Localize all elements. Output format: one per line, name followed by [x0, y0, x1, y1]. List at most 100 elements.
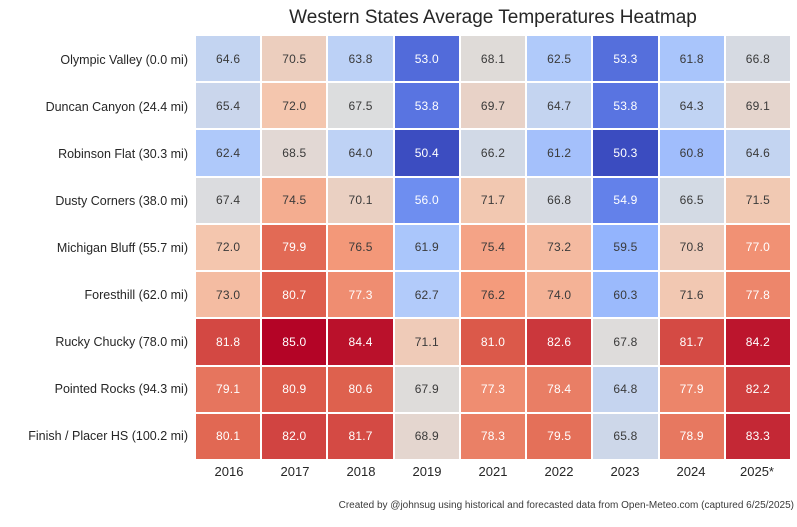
- heatmap-cell: 82.0: [262, 413, 327, 459]
- heatmap-cell: 78.4: [527, 366, 592, 412]
- heatmap-cell: 65.8: [593, 413, 658, 459]
- heatmap-cell: 74.5: [262, 177, 327, 223]
- heatmap-cell: 53.8: [394, 83, 459, 129]
- heatmap-cell: 64.7: [527, 83, 592, 129]
- heatmap-cell: 71.1: [394, 319, 459, 365]
- heatmap-cell: 77.9: [659, 366, 724, 412]
- heatmap-cell: 84.2: [725, 319, 790, 365]
- heatmap-cell: 80.7: [262, 272, 327, 318]
- heatmap-cell: 85.0: [262, 319, 327, 365]
- heatmap-cell: 73.0: [196, 272, 261, 318]
- heatmap-cell: 61.2: [527, 130, 592, 176]
- heatmap-cell: 50.3: [593, 130, 658, 176]
- heatmap-cell: 77.3: [460, 366, 526, 412]
- col-label: 2016: [214, 463, 244, 479]
- heatmap-cell: 71.7: [460, 177, 526, 223]
- heatmap-cell: 79.1: [196, 366, 261, 412]
- heatmap-cell: 50.4: [394, 130, 459, 176]
- heatmap-cell: 67.9: [394, 366, 459, 412]
- col-label: 2019: [412, 463, 442, 479]
- heatmap-cell: 61.9: [394, 224, 459, 271]
- heatmap-cell: 66.8: [527, 177, 592, 223]
- footer-credit: Created by @johnsug using historical and…: [338, 500, 794, 511]
- col-label: 2017: [280, 463, 310, 479]
- row-label: Pointed Rocks (94.3 mi): [54, 381, 188, 396]
- heatmap-cell: 64.0: [328, 130, 393, 176]
- heatmap-cell: 64.8: [593, 366, 658, 412]
- heatmap-cell: 69.7: [460, 83, 526, 129]
- heatmap-cell: 60.3: [593, 272, 658, 318]
- row-label: Robinson Flat (30.3 mi): [58, 146, 188, 161]
- heatmap-cell: 81.7: [659, 319, 724, 365]
- heatmap-cell: 70.1: [328, 177, 393, 223]
- heatmap-cell: 84.4: [328, 319, 393, 365]
- heatmap-cell: 67.5: [328, 83, 393, 129]
- chart-title: Western States Average Temperatures Heat…: [289, 7, 697, 28]
- heatmap-cell: 67.8: [593, 319, 658, 365]
- heatmap-cell: 74.0: [527, 272, 592, 318]
- heatmap-cell: 77.3: [328, 272, 393, 318]
- row-label: Olympic Valley (0.0 mi): [60, 52, 188, 67]
- heatmap-cell: 78.3: [460, 413, 526, 459]
- col-label: 2023: [610, 463, 640, 479]
- heatmap-cell: 79.5: [527, 413, 592, 459]
- heatmap-cell: 66.2: [460, 130, 526, 176]
- col-label: 2021: [478, 463, 508, 479]
- heatmap-cell: 75.4: [460, 224, 526, 271]
- row-labels: Olympic Valley (0.0 mi) Duncan Canyon (24…: [0, 36, 188, 459]
- heatmap-cell: 80.1: [196, 413, 261, 459]
- heatmap-cell: 69.1: [725, 83, 790, 129]
- heatmap-cell: 63.8: [328, 36, 393, 82]
- heatmap-cell: 62.7: [394, 272, 459, 318]
- heatmap-cell: 81.7: [328, 413, 393, 459]
- heatmap-cell: 70.8: [659, 224, 724, 271]
- col-label: 2018: [346, 463, 376, 479]
- row-label: Rucky Chucky (78.0 mi): [55, 334, 188, 349]
- heatmap-cell: 77.0: [725, 224, 790, 271]
- heatmap-cell: 82.2: [725, 366, 790, 412]
- heatmap-cell: 76.5: [328, 224, 393, 271]
- heatmap-cell: 64.3: [659, 83, 724, 129]
- row-label: Foresthill (62.0 mi): [84, 287, 189, 302]
- heatmap-cell: 83.3: [725, 413, 790, 459]
- col-label: 2022: [544, 463, 574, 479]
- heatmap-cell: 60.8: [659, 130, 724, 176]
- heatmap-cell: 82.6: [527, 319, 592, 365]
- heatmap-cell: 54.9: [593, 177, 658, 223]
- heatmap-cell: 53.3: [593, 36, 658, 82]
- heatmap-cell: 72.0: [262, 83, 327, 129]
- heatmap-cell: 66.8: [725, 36, 790, 82]
- heatmap-cell: 59.5: [593, 224, 658, 271]
- heatmap-cell: 72.0: [196, 224, 261, 271]
- row-label: Michigan Bluff (55.7 mi): [56, 240, 188, 255]
- col-label: 2025*: [740, 463, 774, 479]
- heatmap-cell: 81.0: [460, 319, 526, 365]
- heatmap-cell: 80.6: [328, 366, 393, 412]
- col-labels: 2016 2017 2018 2019 2021 2022 2023 2024 2025*: [196, 461, 790, 481]
- heatmap-grid: 64.6 70.5 63.8 53.0 68.1 62.5 53.3 61.8 66.8 65.4…: [196, 36, 790, 459]
- heatmap-cell: 64.6: [725, 130, 790, 176]
- heatmap-cell: 80.9: [262, 366, 327, 412]
- heatmap-cell: 68.9: [394, 413, 459, 459]
- row-label: Duncan Canyon (24.4 mi): [45, 99, 188, 114]
- heatmap-cell: 70.5: [262, 36, 327, 82]
- heatmap-cell: 66.5: [659, 177, 724, 223]
- heatmap-cell: 71.5: [725, 177, 790, 223]
- heatmap-cell: 67.4: [196, 177, 261, 223]
- heatmap-cell: 79.9: [262, 224, 327, 271]
- heatmap-cell: 76.2: [460, 272, 526, 318]
- heatmap-cell: 77.8: [725, 272, 790, 318]
- heatmap-cell: 81.8: [196, 319, 261, 365]
- heatmap-cell: 56.0: [394, 177, 459, 223]
- row-label: Finish / Placer HS (100.2 mi): [28, 428, 188, 443]
- heatmap-cell: 68.1: [460, 36, 526, 82]
- heatmap-cell: 71.6: [659, 272, 724, 318]
- heatmap-cell: 73.2: [527, 224, 592, 271]
- heatmap-cell: 53.0: [394, 36, 459, 82]
- row-label: Dusty Corners (38.0 mi): [55, 193, 188, 208]
- heatmap-cell: 62.5: [527, 36, 592, 82]
- heatmap-cell: 53.8: [593, 83, 658, 129]
- heatmap-cell: 65.4: [196, 83, 261, 129]
- heatmap-cell: 78.9: [659, 413, 724, 459]
